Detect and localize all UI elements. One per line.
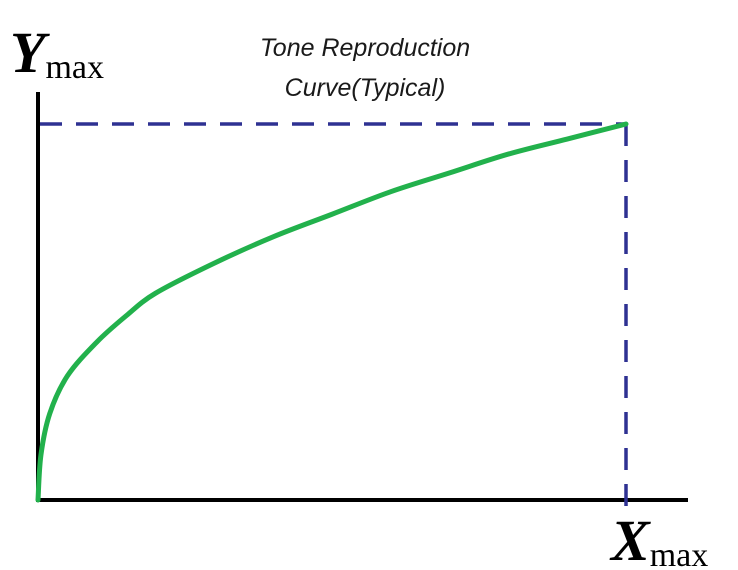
x-axis-label: Xmax	[609, 508, 708, 570]
y-axis-letter: Y	[10, 20, 50, 85]
y-axis-subscript: max	[45, 49, 104, 86]
x-axis-subscript: max	[650, 537, 709, 570]
chart-title-line-2: Curve(Typical)	[285, 74, 446, 102]
y-axis-label: Ymax	[10, 20, 104, 86]
x-axis-letter: X	[609, 508, 651, 570]
tone-curve-line	[35, 121, 629, 503]
chart-title-line-1: Tone Reproduction	[260, 34, 470, 62]
